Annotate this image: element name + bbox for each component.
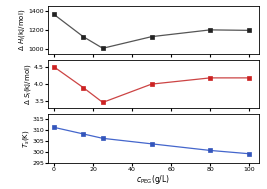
X-axis label: $c_{\rm PEG}$(g/L): $c_{\rm PEG}$(g/L)	[136, 173, 171, 186]
Y-axis label: $\Delta\ S_i$(kJ/mol): $\Delta\ S_i$(kJ/mol)	[23, 63, 33, 105]
Y-axis label: $\Delta\ H_i$(kJ/mol): $\Delta\ H_i$(kJ/mol)	[17, 9, 27, 51]
Y-axis label: $T_s$(K): $T_s$(K)	[21, 129, 31, 148]
